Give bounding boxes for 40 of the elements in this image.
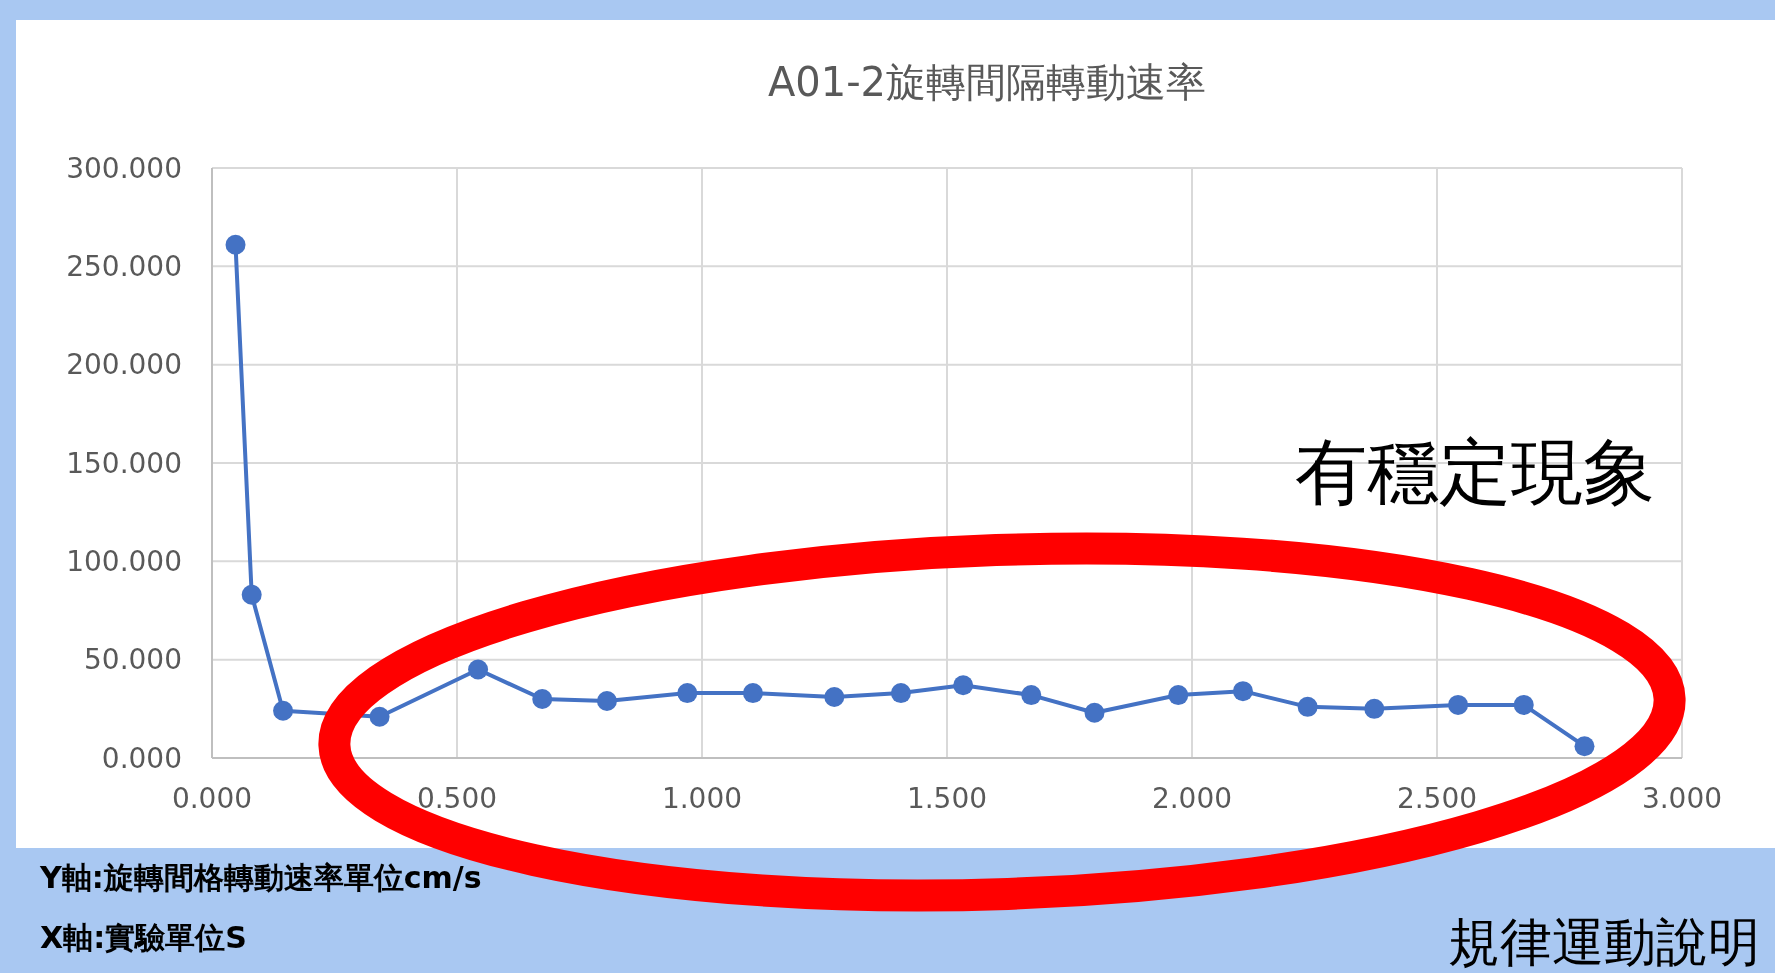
x-tick-label: 0.000 <box>171 782 253 815</box>
x-tick-label: 1.500 <box>906 782 988 815</box>
y-tick-label: 0.000 <box>101 741 182 775</box>
point <box>1232 681 1253 702</box>
x-tick-label: 1.000 <box>661 782 743 815</box>
chart-title: A01-2旋轉間隔轉動速率 <box>767 59 1207 105</box>
point <box>596 690 617 711</box>
point <box>532 689 553 709</box>
point <box>1084 702 1105 723</box>
x-tick-label: 2.500 <box>1396 782 1478 815</box>
y-tick-label: 150.000 <box>66 446 182 480</box>
x-tick-label: 3.000 <box>1641 782 1723 815</box>
point <box>225 234 246 255</box>
y-tick-label: 300.000 <box>66 151 182 185</box>
y-tick-label: 200.000 <box>66 348 182 382</box>
point <box>742 683 763 704</box>
text: 規律運動說明 <box>1448 912 1760 972</box>
point <box>677 683 698 704</box>
point <box>1021 685 1042 706</box>
point <box>824 687 845 708</box>
point <box>953 675 974 696</box>
point <box>1297 696 1318 717</box>
point <box>241 584 262 605</box>
y-tick-label: 50.000 <box>84 643 182 677</box>
point <box>1574 736 1595 757</box>
y-axis-title: Y軸:旋轉間格轉動速率單位cm/s <box>39 860 482 895</box>
point <box>468 659 489 680</box>
x-axis-title: X軸:實驗單位S <box>40 920 247 955</box>
x-tick-label: 0.500 <box>416 782 498 815</box>
point <box>369 706 390 727</box>
point <box>890 683 911 704</box>
point <box>1448 694 1469 715</box>
x-tick-label: 2.000 <box>1151 782 1233 815</box>
annotation: 有穩定現象 <box>1295 430 1655 514</box>
y-tick-label: 250.000 <box>66 250 182 284</box>
point <box>273 700 294 721</box>
point <box>1168 685 1189 706</box>
point <box>1364 698 1385 719</box>
y-tick-label: 100.000 <box>66 545 182 579</box>
point <box>1513 694 1534 715</box>
